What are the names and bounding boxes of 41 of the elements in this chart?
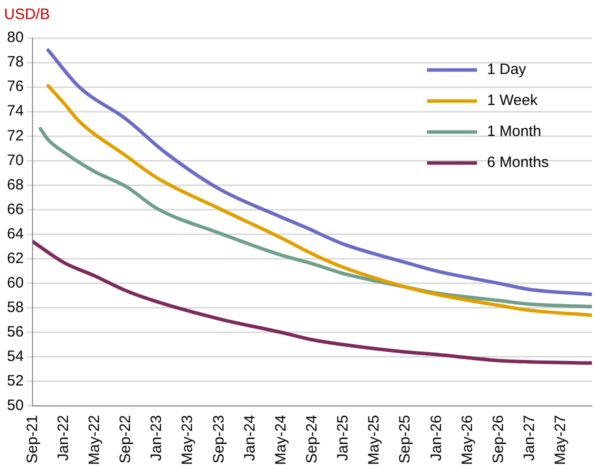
x-tick-label: Sep-25 bbox=[396, 414, 414, 464]
legend-label: 1 Month bbox=[487, 123, 542, 140]
x-tick-label: Sep-24 bbox=[303, 414, 320, 464]
x-tick-label: Sep-23 bbox=[210, 414, 228, 464]
y-axis-title: USD/B bbox=[4, 6, 50, 23]
y-tick-label: 78 bbox=[6, 54, 24, 71]
y-tick-label: 54 bbox=[6, 348, 24, 366]
x-tick-label: Jan-26 bbox=[428, 414, 445, 461]
y-tick-label: 62 bbox=[6, 250, 24, 267]
x-tick-label: Jan-25 bbox=[334, 414, 352, 461]
y-tick-label: 56 bbox=[6, 324, 24, 341]
line-series bbox=[46, 84, 592, 317]
y-tick-label: 68 bbox=[6, 176, 24, 194]
y-tick-label: 50 bbox=[6, 397, 24, 414]
x-tick-label: Jan-22 bbox=[54, 414, 72, 461]
y-tick-label: 70 bbox=[6, 152, 24, 169]
y-tick-label: 58 bbox=[6, 298, 24, 316]
x-tick-label: May-25 bbox=[366, 414, 383, 466]
y-tick-label: 76 bbox=[6, 78, 24, 96]
y-tick-label: 72 bbox=[6, 127, 24, 144]
legend-label: 6 Months bbox=[487, 154, 549, 172]
y-tick-label: 74 bbox=[6, 102, 24, 120]
y-tick-label: 52 bbox=[6, 372, 24, 390]
x-tick-label: Sep-22 bbox=[117, 414, 134, 464]
x-tick-label: Jan-23 bbox=[148, 414, 166, 461]
x-tick-label: Jan-24 bbox=[241, 414, 258, 461]
y-tick-label: 66 bbox=[6, 200, 24, 218]
y-tick-label: 60 bbox=[6, 274, 24, 292]
legend-label: 1 Week bbox=[487, 92, 538, 110]
line-series bbox=[46, 48, 592, 296]
x-tick-label: May-26 bbox=[458, 414, 476, 466]
y-tick-label: 80 bbox=[6, 29, 24, 46]
x-tick-label: Sep-21 bbox=[24, 414, 41, 464]
x-tick-label: May-24 bbox=[272, 414, 290, 466]
x-tick-label: May-23 bbox=[179, 414, 196, 466]
x-tick-label: May-27 bbox=[552, 414, 570, 466]
y-tick-label: 64 bbox=[6, 225, 24, 242]
x-tick-label: Jan-27 bbox=[520, 414, 538, 461]
legend-label: 1 Day bbox=[487, 61, 527, 78]
x-tick-label: May-22 bbox=[86, 414, 103, 466]
x-tick-label: Sep-26 bbox=[490, 414, 507, 464]
